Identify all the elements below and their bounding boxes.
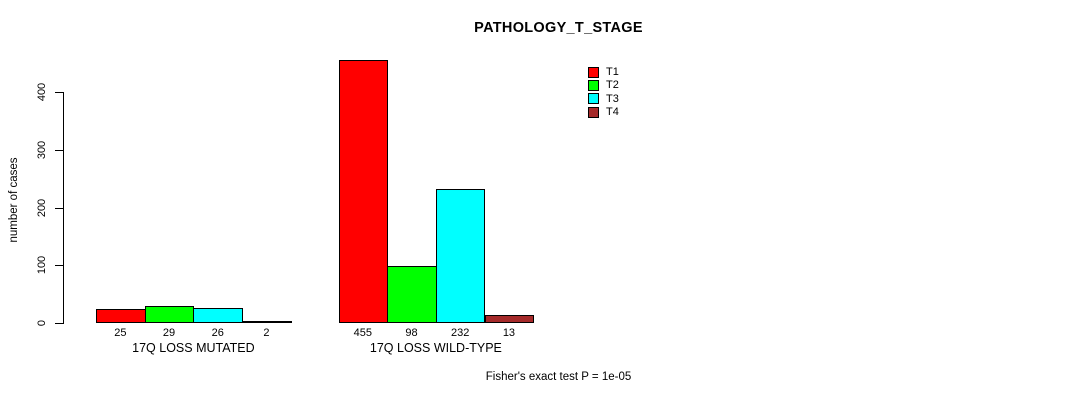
legend-swatch-t3 (588, 93, 599, 105)
legend-swatch-t4 (588, 106, 599, 118)
legend-item-t3: T3 (588, 93, 619, 105)
bar-t4-group2 (484, 315, 535, 323)
y-axis-tick (55, 265, 63, 267)
bar-value-label: 26 (211, 327, 224, 339)
legend-label: T1 (606, 66, 619, 79)
bar-t2-group2 (387, 266, 437, 323)
bar-t2-group1 (144, 306, 195, 323)
bar-t4-group1 (242, 321, 292, 323)
bar-value-label: 455 (353, 327, 373, 339)
y-axis-tick-label: 400 (36, 82, 48, 102)
legend-item-t2: T2 (588, 79, 619, 91)
bar-value-label: 29 (162, 327, 176, 339)
legend-item-t4: T4 (588, 106, 619, 118)
y-axis-tick (55, 92, 63, 93)
bar-t3-group2 (435, 189, 486, 323)
y-axis-line (63, 92, 64, 324)
y-axis-tick-label: 0 (36, 319, 48, 327)
bar-value-label: 98 (405, 327, 418, 339)
y-axis-tick-label: 200 (36, 198, 48, 217)
statistical-test-annotation: Fisher's exact test P = 1e-05 (485, 371, 632, 383)
bar-t1-group2 (338, 60, 388, 323)
legend-label: T3 (606, 92, 619, 105)
y-axis-tick (55, 207, 63, 209)
y-axis-tick-label: 300 (36, 140, 48, 159)
y-axis-tick-label: 100 (36, 256, 48, 275)
group-label: 17Q LOSS MUTATED (132, 341, 255, 355)
bar-t3-group1 (193, 308, 243, 323)
bar-value-label: 25 (114, 327, 127, 339)
group-label: 17Q LOSS WILD-TYPE (369, 341, 502, 355)
bar-value-label: 2 (263, 327, 270, 339)
bar-t1-group1 (96, 309, 146, 323)
legend-item-t1: T1 (588, 66, 619, 78)
legend: T1 T2 T3 T4 (588, 66, 619, 118)
y-axis-tick (55, 149, 63, 151)
bar-value-label: 13 (502, 327, 516, 339)
legend-label: T4 (606, 106, 619, 119)
bar-value-label: 232 (451, 327, 470, 339)
y-axis-tick (55, 323, 63, 324)
legend-swatch-t1 (588, 66, 599, 78)
chart-title: PATHOLOGY_T_STAGE (474, 20, 643, 36)
y-axis-title: number of cases (8, 157, 20, 243)
legend-swatch-t2 (588, 79, 599, 91)
legend-label: T2 (606, 79, 619, 92)
